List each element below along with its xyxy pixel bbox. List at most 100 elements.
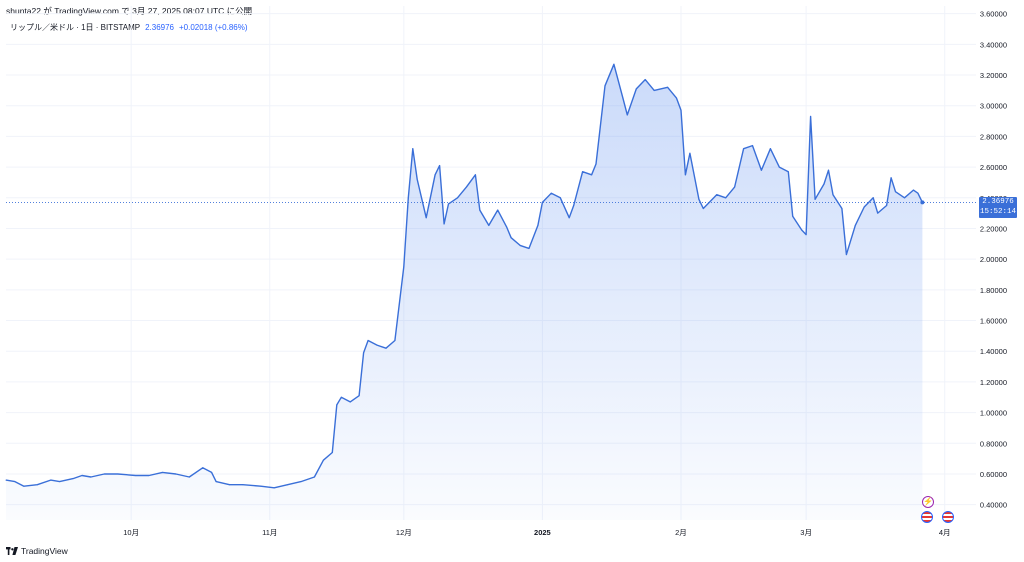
us-flag-icon[interactable] [921,511,933,523]
data-point [801,229,803,231]
y-tick-label: 2.20000 [980,224,1007,233]
data-point [872,197,874,199]
y-tick-label: 1.20000 [980,378,1007,387]
data-point [667,86,669,88]
data-point [559,197,561,199]
data-point [14,481,16,483]
data-point [376,344,378,346]
data-point [36,484,38,486]
x-tick-label: 10月 [123,528,139,537]
last-value: 2.36976 [145,23,174,32]
data-point [680,109,682,111]
tradingview-logo[interactable]: TradingView [6,546,68,556]
brand-name: TradingView [21,546,68,556]
y-tick-label: 1.60000 [980,317,1007,326]
data-point [202,467,204,469]
data-point [904,197,905,199]
y-tick-label: 2.60000 [980,163,1007,172]
data-point [841,208,843,209]
data-point [416,178,418,180]
y-tick-label: 3.40000 [980,40,1007,49]
data-point [877,212,879,214]
last-price-badge-value: 2.36976 [982,198,1014,206]
x-tick-label: 11月 [262,528,277,537]
data-point [537,224,539,226]
y-tick-label: 0.80000 [980,439,1007,448]
y-tick-label: 0.60000 [980,470,1007,479]
data-point [626,114,628,116]
last-price-badge: 2.36976 15:52:14 [979,197,1017,218]
last-point-dot [920,200,925,205]
data-point [273,487,275,489]
price-axis: 3.60000 3.40000 3.20000 3.00000 2.80000 2.600… [980,10,1007,510]
data-point [72,478,74,480]
data-point [135,475,137,476]
countdown-timer: 15:52:14 [979,208,1016,216]
data-point [635,88,637,90]
data-point [743,148,745,150]
data-point [917,192,919,194]
data-point [613,63,615,65]
data-point [412,148,414,150]
data-point [407,197,409,199]
data-point [814,198,816,200]
data-point [425,217,427,219]
data-point [162,471,163,473]
data-point [394,340,396,341]
x-tick-label: 4月 [939,528,951,537]
us-flag-icon[interactable] [942,511,954,523]
data-point [287,484,289,486]
data-point [300,481,302,483]
data-point [50,479,52,481]
data-point [443,223,445,225]
time-axis: 10月 11月 12月 2025 2月 3月 4月 [123,528,950,537]
data-point [702,208,704,209]
data-point [810,116,812,117]
y-tick-label: 2.80000 [980,132,1007,141]
data-point [653,89,655,91]
data-point [367,340,369,341]
data-point [591,174,593,176]
publish-caption: shunta22 が TradingView.com で 3月 27, 2025… [6,6,253,16]
data-point [568,217,570,219]
data-point [823,183,825,185]
data-point [340,396,342,398]
data-point [769,148,771,150]
data-point [363,352,365,354]
area-fill [6,64,923,521]
data-point [59,481,61,483]
data-point [541,201,543,203]
y-tick-label: 1.40000 [980,347,1007,356]
data-point [582,171,584,173]
data-point [439,165,441,167]
data-point [886,205,888,206]
data-point [215,481,217,483]
symbol-name[interactable]: リップル／米ドル · 1日 · BITSTAMP [10,23,141,32]
symbol-legend: リップル／米ドル · 1日 · BITSTAMP 2.36976 +0.02018 … [10,22,248,33]
data-point [528,247,530,249]
data-point [465,186,467,188]
y-tick-label: 2.00000 [980,255,1007,264]
data-point [863,206,865,208]
data-point [912,189,914,191]
data-point [506,226,508,228]
y-tick-label: 1.80000 [980,286,1007,295]
data-point [336,404,338,406]
y-tick-label: 3.60000 [980,10,1007,19]
data-point [358,395,360,397]
y-tick-label: 0.40000 [980,501,1007,510]
data-point [760,169,762,171]
data-point [716,194,718,196]
data-point [805,234,807,236]
data-point [103,473,105,475]
x-tick-label: 2025 [534,528,551,537]
data-point [260,485,262,487]
data-point [787,171,789,173]
bolt-icon[interactable]: ⚡ [922,496,934,508]
data-point [684,174,686,176]
y-tick-label: 3.00000 [980,102,1007,111]
data-point [604,85,606,87]
data-point [832,194,834,196]
data-point [895,191,896,193]
